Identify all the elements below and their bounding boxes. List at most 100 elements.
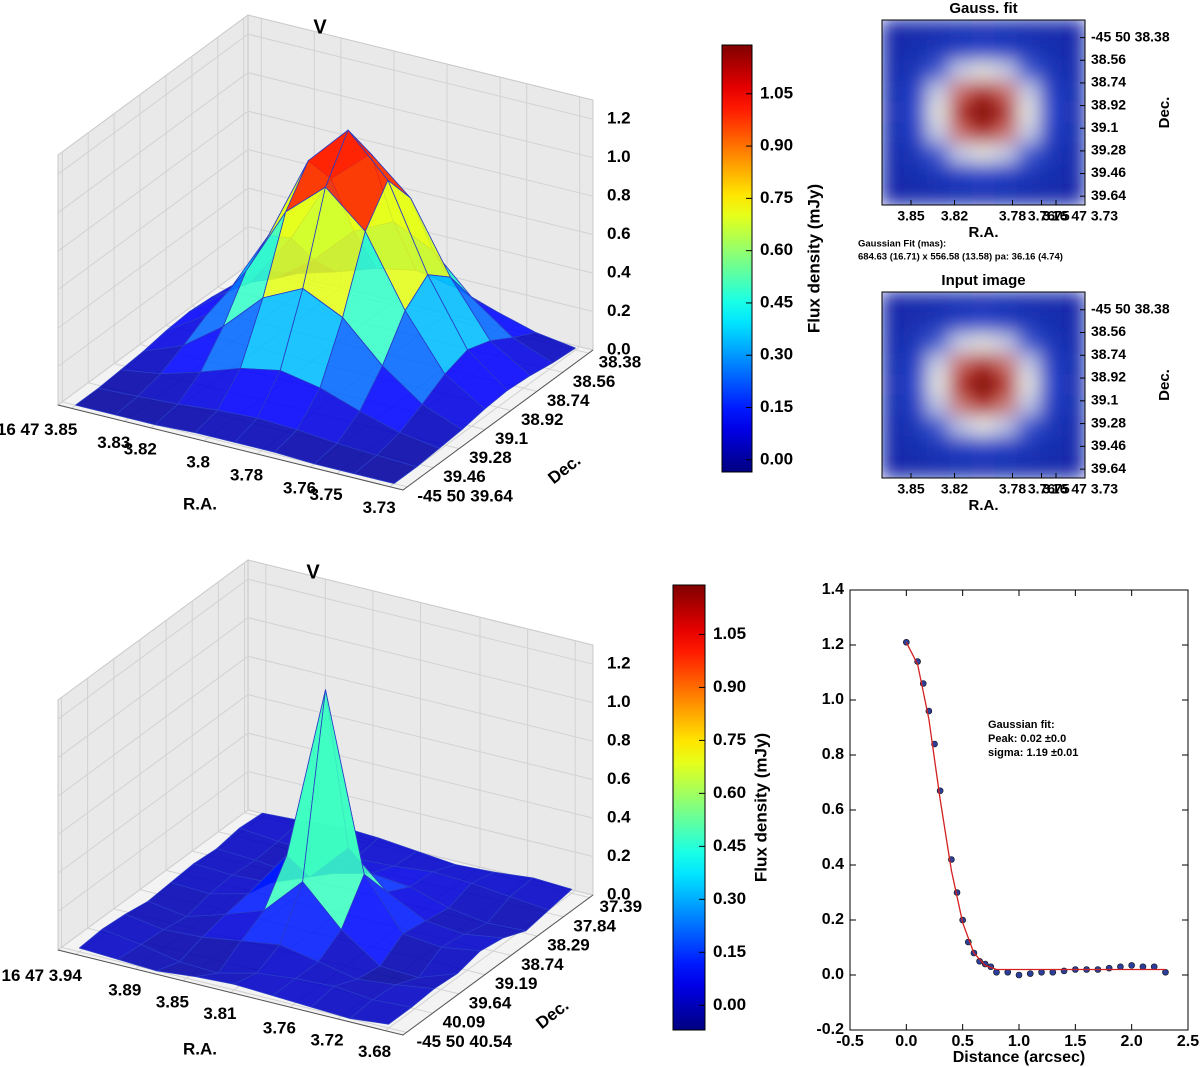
heatmap-clip — [882, 292, 1085, 478]
x-tick-label: 3.85 — [156, 992, 189, 1011]
x-tick-label: 3.78 — [230, 466, 263, 485]
heatmap-cell — [994, 142, 1018, 165]
heatmap-cell — [949, 40, 973, 62]
heatmap-cell — [926, 20, 951, 42]
heatmap-cell — [1016, 122, 1041, 144]
heatmap-cell — [1016, 163, 1041, 185]
heatmap-cell — [1061, 101, 1085, 124]
x-tick-label: 3.81 — [203, 1004, 236, 1023]
x-tick-label: 3.76 — [283, 479, 316, 498]
grid-line — [57, 694, 594, 836]
x-tick-label: 3.85 — [897, 208, 924, 224]
heatmap-cell — [904, 353, 928, 376]
z-tick-label: 1.2 — [607, 109, 631, 128]
heatmap-cell — [994, 183, 1018, 205]
colorbar-tick-label: 0.30 — [713, 889, 746, 908]
heatmap-cell — [1016, 142, 1041, 165]
heatmap-cell — [904, 20, 928, 42]
heatmap-cell — [1016, 353, 1041, 376]
colorbar — [721, 44, 753, 473]
heatmap-cell — [1016, 40, 1041, 62]
heatmap-cell — [949, 312, 973, 334]
z-tick-label: 0.6 — [607, 769, 631, 788]
heatmap-cell — [971, 20, 996, 42]
colorbar-tick-label: 0.45 — [760, 292, 793, 311]
heatmap-cell — [1016, 292, 1041, 314]
y-tick-label: 39.1 — [1091, 119, 1118, 135]
heatmap-cell — [971, 332, 996, 355]
grid-line — [57, 225, 594, 367]
heatmap-cell — [949, 60, 973, 83]
heatmap-cell — [1016, 332, 1041, 355]
heatmap-cell — [1061, 415, 1085, 438]
heatmap-cell — [904, 40, 928, 62]
heatmap-cell — [1061, 456, 1085, 478]
heatmap-cell — [1039, 394, 1063, 417]
colorbar-tick-label: 0.30 — [760, 345, 793, 364]
heatmap-cell — [971, 292, 996, 314]
grid-line — [57, 770, 594, 912]
heatmap-cell — [882, 292, 906, 314]
heatmap-cell — [1016, 312, 1041, 334]
colorbar-tick-label: 0.90 — [713, 677, 746, 696]
heatmap-cell — [1016, 415, 1041, 438]
data-point — [1015, 971, 1023, 979]
colorbar-tick-label: 0.00 — [713, 995, 746, 1014]
x-tick-label: 0.5 — [952, 1033, 974, 1050]
heatmap-cell — [971, 374, 996, 396]
z-tick-label: 0.2 — [607, 301, 631, 320]
colorbar-label: Flux density (mJy) — [751, 733, 770, 882]
z-tick-label: 0.4 — [607, 808, 631, 827]
heatmap-cell — [994, 415, 1018, 438]
heatmap-cell — [926, 353, 951, 376]
x-tick-label: 3.78 — [999, 208, 1026, 224]
colorbar-tick-label: 0.45 — [713, 836, 746, 855]
y-tick-label: -45 50 39.64 — [417, 486, 513, 505]
fit-line — [905, 642, 1166, 971]
heatmap-cell — [1061, 312, 1085, 334]
heatmap-cell — [926, 81, 951, 103]
heatmap-cell — [949, 81, 973, 103]
heatmap-cell — [994, 394, 1018, 417]
y-axis-label: Dec. — [532, 996, 572, 1033]
x-tick-label: 3.76 — [1028, 208, 1055, 224]
heatmap — [882, 292, 1085, 478]
heatmap-cell — [1039, 374, 1063, 396]
heatmap-cell — [904, 332, 928, 355]
grid-line — [57, 578, 594, 720]
heatmap-cell — [1016, 60, 1041, 83]
chart-title: V — [306, 561, 320, 583]
x-tick-label: 2.5 — [1177, 1033, 1199, 1050]
heatmap-cell — [882, 374, 906, 396]
y-tick-label: 39.46 — [443, 467, 486, 486]
colorbar-tick-label: 0.90 — [760, 136, 793, 155]
z-tick-label: 0.0 — [607, 339, 631, 358]
heatmap-cell — [926, 456, 951, 478]
heatmap-cell — [994, 163, 1018, 185]
grid-line — [57, 72, 594, 214]
heatmap-cell — [904, 436, 928, 458]
annotation: Gaussian fit: — [988, 719, 1055, 731]
heatmap-cell — [1039, 101, 1063, 124]
x-axis-label: R.A. — [969, 497, 999, 514]
heatmap-cell — [1039, 122, 1063, 144]
x-tick-label: 3.83 — [97, 433, 130, 452]
heatmap-cell — [882, 163, 906, 185]
heatmap-cell — [971, 183, 996, 205]
heatmap-cell — [1061, 332, 1085, 355]
annotation: Gaussian Fit (mas): — [858, 239, 946, 250]
colorbar-tick-label: 0.75 — [760, 188, 793, 207]
heatmap-cell — [994, 456, 1018, 478]
heatmap-cell — [1061, 183, 1085, 205]
surface-patch — [349, 999, 412, 1025]
heatmap-cell — [949, 183, 973, 205]
data-point — [1105, 964, 1113, 972]
heatmap-cell — [971, 436, 996, 458]
heatmap-cell — [1039, 353, 1063, 376]
colorbar-tick-label: 0.00 — [760, 449, 793, 468]
y-tick-label: 38.74 — [547, 391, 590, 410]
heatmap-cell — [1039, 81, 1063, 103]
heatmap-cell — [882, 40, 906, 62]
heatmap-cell — [971, 81, 996, 103]
heatmap-cell — [926, 60, 951, 83]
